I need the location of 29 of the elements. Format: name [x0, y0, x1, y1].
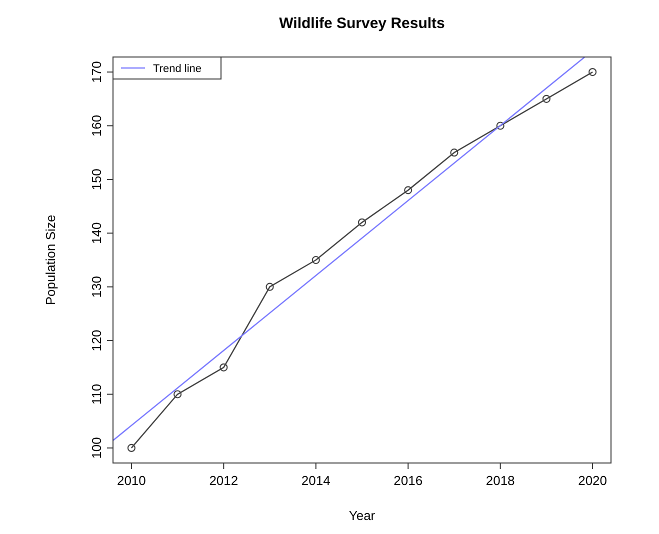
- x-axis-title: Year: [348, 508, 376, 523]
- y-tick-label: 100: [89, 437, 104, 459]
- y-tick-label: 120: [89, 330, 104, 352]
- y-tick-label: 170: [89, 61, 104, 83]
- x-tick-label: 2020: [578, 473, 608, 488]
- x-tick-label: 2016: [394, 473, 423, 488]
- y-tick-label: 110: [89, 384, 104, 405]
- y-tick-label: 140: [89, 222, 104, 244]
- point: [496, 122, 504, 130]
- y-tick-label: 130: [89, 276, 104, 298]
- point: [450, 148, 458, 157]
- point: [127, 444, 136, 452]
- y-tick-label: 160: [89, 114, 104, 137]
- point: [220, 363, 228, 372]
- point: [312, 256, 320, 264]
- point: [266, 282, 274, 291]
- x-tick-label: 2010: [116, 473, 146, 488]
- chart-title: Wildlife Survey Results: [279, 15, 445, 32]
- x-tick-label: 2014: [301, 473, 330, 488]
- point: [404, 186, 412, 194]
- point: [174, 390, 182, 398]
- point: [542, 94, 550, 103]
- y-tick-label: 150: [89, 168, 104, 190]
- legend-label: Trend line: [153, 63, 202, 75]
- point: [358, 218, 366, 226]
- point: [588, 68, 597, 76]
- y-axis-title: Population Size: [43, 214, 58, 306]
- x-tick-label: 2012: [209, 473, 238, 488]
- x-tick-label: 2018: [486, 473, 515, 488]
